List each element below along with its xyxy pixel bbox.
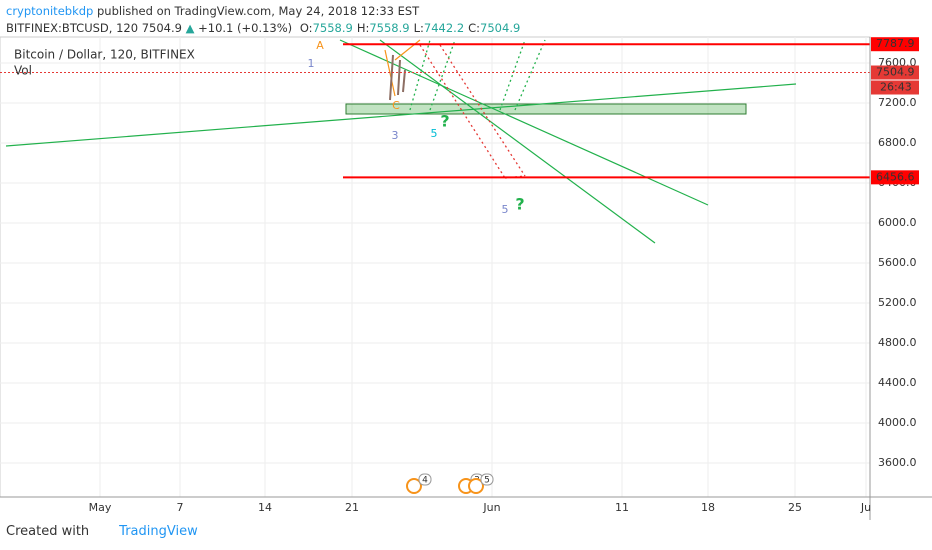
- legend-title: Bitcoin / Dollar, 120, BITFINEX: [14, 48, 195, 62]
- ohlc-value: 7442.2: [423, 21, 465, 35]
- event-flag: [468, 478, 484, 494]
- countdown: 26:43: [880, 81, 912, 94]
- x-tick-label: May: [89, 501, 112, 514]
- event-count: 5: [484, 476, 490, 486]
- ohlc-value: 7558.9: [312, 21, 353, 35]
- countdown-box: [871, 80, 919, 95]
- wave-label: ?: [515, 195, 524, 214]
- price-marker-label: 6456.6: [876, 170, 915, 183]
- y-tick-label: 4400.0: [878, 376, 917, 389]
- footer: Created with TradingView: [6, 524, 198, 539]
- projection: [409, 39, 546, 111]
- price-marker: [871, 37, 919, 52]
- price-axis: [870, 37, 932, 520]
- x-tick-label: 7: [177, 501, 184, 514]
- price-marker: [871, 65, 919, 80]
- wave-label: C: [392, 99, 400, 112]
- wave-label: ?: [440, 112, 449, 131]
- event-count: 4: [422, 476, 428, 486]
- x-tick-label: Ju: [860, 501, 871, 514]
- zone: [345, 103, 747, 115]
- ohlc-key: C:: [468, 21, 481, 35]
- symbol: BITFINEX:BTCUSD, 120: [6, 21, 139, 35]
- wave-label: 1: [308, 57, 315, 70]
- y-tick-label: 5200.0: [878, 296, 917, 309]
- trendline: [379, 39, 656, 244]
- y-tick-label: 5600.0: [878, 256, 917, 269]
- event-badge: [480, 473, 494, 486]
- price-marker-label: 7787.9: [876, 37, 915, 50]
- x-tick-label: 11: [615, 501, 629, 514]
- published: published on TradingView.com, May 24, 20…: [96, 4, 420, 18]
- event-flag: [406, 478, 422, 494]
- last: 7504.9: [141, 21, 182, 35]
- ohlc-key: O:: [299, 21, 313, 35]
- change: +10.1 (+0.13%): [198, 21, 293, 35]
- ohlc-value: 7558.9: [369, 21, 410, 35]
- price-marker: [871, 170, 919, 185]
- wave-label: A: [316, 39, 324, 52]
- trendline: [5, 83, 797, 147]
- y-tick-label: 6000.0: [878, 216, 917, 229]
- y-tick-label: 4000.0: [878, 416, 917, 429]
- arrow: ▲: [185, 21, 195, 35]
- header: cryptonitebkdp published on TradingView.…: [6, 3, 520, 37]
- ohlc: O:7558.9 H:7558.9 L:7442.2 C:7504.9: [296, 21, 520, 35]
- wave-label: 3: [392, 129, 399, 142]
- x-tick-label: 21: [345, 501, 359, 514]
- brand[interactable]: TradingView: [119, 524, 198, 539]
- wave-label: 5: [431, 127, 438, 140]
- price-marker-label: 7504.9: [876, 66, 915, 79]
- ohlc-key: L:: [413, 21, 424, 35]
- y-tick-label: 4800.0: [878, 336, 917, 349]
- y-tick-label: 7200.0: [878, 96, 917, 109]
- x-tick-label: 18: [701, 501, 715, 514]
- legend-volume: Vol: [14, 64, 32, 78]
- wave-label: 5: [502, 203, 509, 216]
- ohlc-key: H:: [356, 21, 370, 35]
- price-action: [389, 54, 406, 101]
- author[interactable]: cryptonitebkdp: [6, 4, 94, 18]
- event-badge: [418, 473, 432, 486]
- x-tick-label: 25: [788, 501, 802, 514]
- x-tick-label: Jun: [482, 501, 500, 514]
- grid: [0, 37, 870, 497]
- y-tick-label: 3600.0: [878, 456, 917, 469]
- ohlc-value: 7504.9: [480, 21, 521, 35]
- x-tick-label: 14: [258, 501, 272, 514]
- y-tick-label: 6800.0: [878, 136, 917, 149]
- created: Created with: [6, 524, 90, 539]
